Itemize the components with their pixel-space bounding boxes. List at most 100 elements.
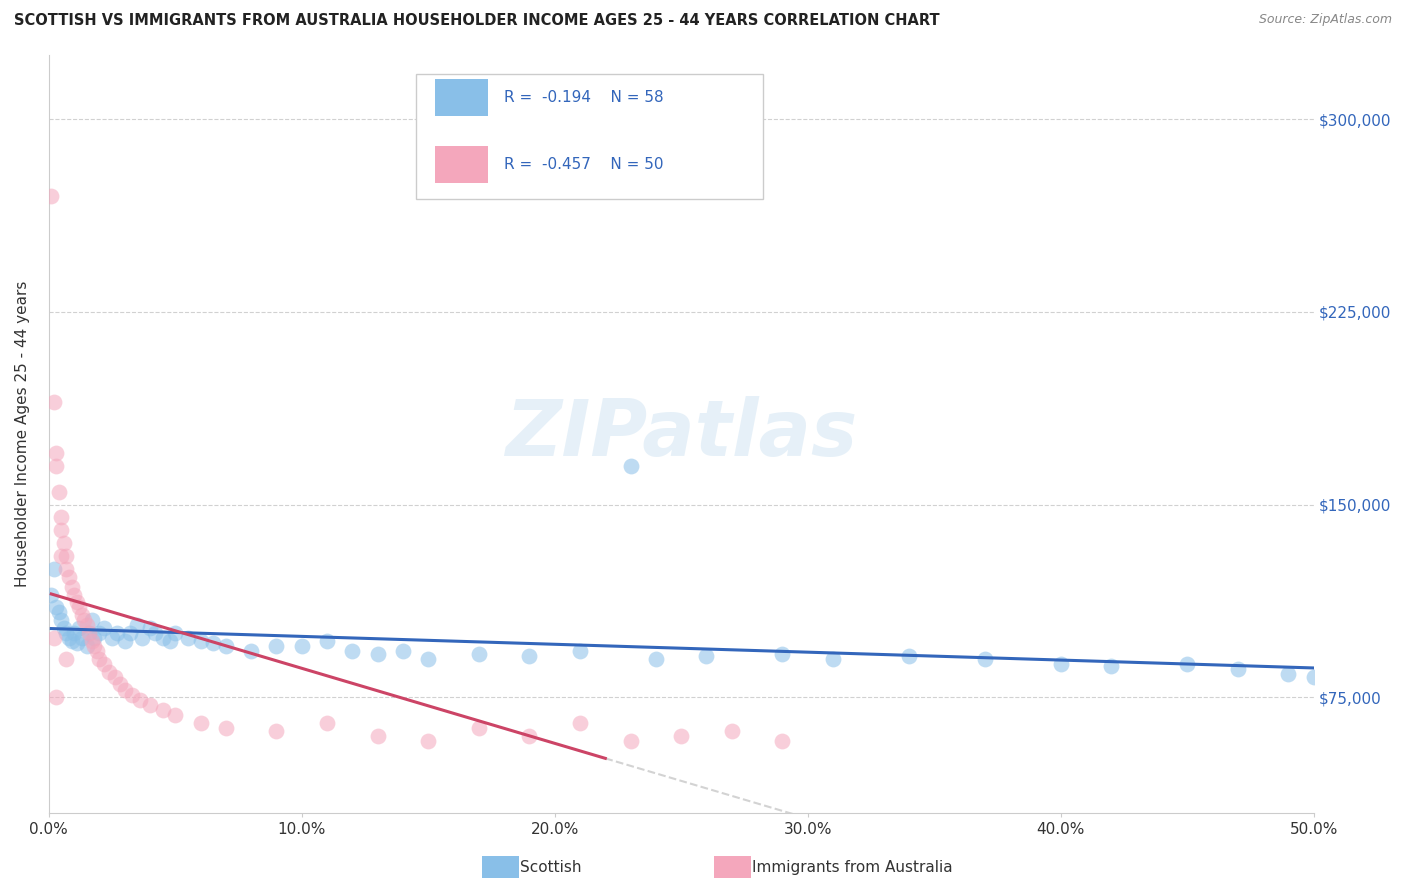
Point — [52, 621, 75, 635]
Point — [190, 715, 212, 730]
Point — [143, 626, 166, 640]
Point — [291, 639, 314, 653]
Point — [63, 587, 86, 601]
Text: Scottish: Scottish — [520, 860, 582, 874]
Point — [620, 459, 643, 474]
Point — [86, 644, 108, 658]
Point — [108, 677, 131, 691]
Point — [55, 562, 77, 576]
Point — [83, 639, 105, 653]
Point — [139, 698, 162, 712]
Point — [42, 395, 65, 409]
Point — [73, 613, 96, 627]
Point — [48, 484, 70, 499]
Point — [77, 626, 100, 640]
Point — [51, 549, 73, 563]
Point — [266, 723, 288, 738]
Point — [770, 734, 793, 748]
Point — [89, 651, 111, 665]
Point — [620, 734, 643, 748]
Point — [519, 729, 541, 743]
Point — [114, 633, 136, 648]
Point — [51, 510, 73, 524]
Point — [93, 657, 115, 671]
Point — [720, 723, 742, 738]
Point — [669, 729, 692, 743]
Point — [80, 633, 103, 648]
Point — [45, 600, 67, 615]
Text: Immigrants from Australia: Immigrants from Australia — [752, 860, 953, 874]
Point — [190, 633, 212, 648]
Point — [165, 626, 187, 640]
Point — [519, 649, 541, 664]
Point — [159, 633, 181, 648]
Point — [39, 587, 62, 601]
Point — [101, 631, 124, 645]
Point — [77, 626, 100, 640]
Text: R =  -0.194    N = 58: R = -0.194 N = 58 — [505, 90, 664, 104]
Point — [165, 708, 187, 723]
Point — [569, 715, 592, 730]
Point — [51, 524, 73, 538]
Point — [367, 729, 389, 743]
Point — [52, 536, 75, 550]
Point — [55, 626, 77, 640]
Point — [128, 693, 150, 707]
Point — [45, 690, 67, 705]
FancyBboxPatch shape — [416, 74, 763, 199]
Point — [152, 703, 174, 717]
FancyBboxPatch shape — [434, 146, 488, 183]
Point — [418, 734, 440, 748]
Point — [897, 649, 920, 664]
Point — [821, 651, 844, 665]
Point — [1175, 657, 1198, 671]
Point — [316, 633, 339, 648]
Point — [121, 688, 143, 702]
Point — [70, 608, 93, 623]
Point — [60, 633, 83, 648]
Point — [644, 651, 666, 665]
Point — [103, 670, 125, 684]
Point — [42, 631, 65, 645]
Point — [202, 636, 225, 650]
Point — [152, 631, 174, 645]
Point — [1302, 670, 1324, 684]
Text: ZIPatlas: ZIPatlas — [505, 396, 858, 472]
Text: SCOTTISH VS IMMIGRANTS FROM AUSTRALIA HOUSEHOLDER INCOME AGES 25 - 44 YEARS CORR: SCOTTISH VS IMMIGRANTS FROM AUSTRALIA HO… — [14, 13, 939, 29]
Point — [58, 631, 80, 645]
Point — [65, 636, 87, 650]
Point — [48, 606, 70, 620]
Point — [39, 189, 62, 203]
Point — [139, 621, 162, 635]
Point — [418, 651, 440, 665]
Point — [215, 721, 238, 735]
Point — [392, 644, 415, 658]
Point — [60, 580, 83, 594]
Point — [55, 549, 77, 563]
Point — [240, 644, 263, 658]
Point — [98, 665, 121, 679]
Point — [93, 621, 115, 635]
Point — [80, 613, 103, 627]
FancyBboxPatch shape — [434, 78, 488, 116]
Point — [76, 639, 98, 653]
Point — [1226, 662, 1249, 676]
Point — [70, 631, 93, 645]
Point — [770, 647, 793, 661]
Point — [1099, 659, 1122, 673]
Point — [468, 721, 491, 735]
Point — [569, 644, 592, 658]
Point — [89, 626, 111, 640]
Point — [215, 639, 238, 653]
Point — [342, 644, 364, 658]
Point — [177, 631, 200, 645]
Point — [114, 682, 136, 697]
Point — [55, 651, 77, 665]
Point — [67, 600, 90, 615]
Point — [973, 651, 995, 665]
Point — [468, 647, 491, 661]
Point — [1277, 667, 1299, 681]
Point — [266, 639, 288, 653]
Text: Source: ZipAtlas.com: Source: ZipAtlas.com — [1258, 13, 1392, 27]
Y-axis label: Householder Income Ages 25 - 44 years: Householder Income Ages 25 - 44 years — [15, 281, 30, 587]
